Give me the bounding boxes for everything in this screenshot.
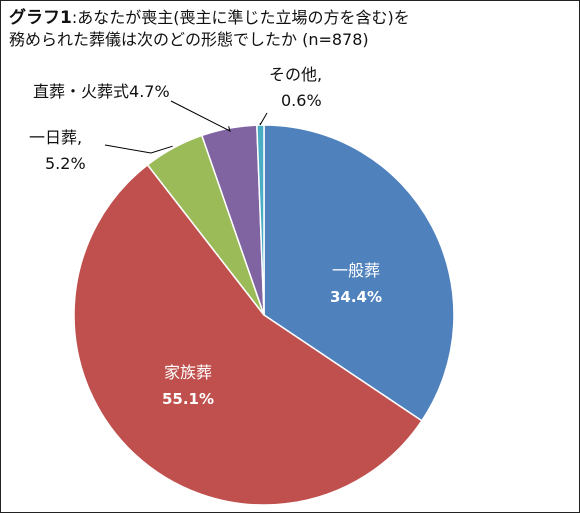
leader-line-3 — [170, 100, 231, 132]
leader-line-2 — [104, 144, 173, 154]
pie-slices — [73, 124, 455, 506]
chart-title-line2: 務められた葬儀は次のどの形態でしたか (n=878) — [9, 30, 369, 49]
slice-label-sonota: その他, — [269, 65, 322, 84]
chart-title: グラフ1:あなたが喪主(喪主に準じた立場の方を含む)を 務められた葬儀は次のどの… — [9, 7, 569, 51]
slice-value-ippanso: 34.4% — [330, 288, 382, 306]
slice-label-ichinichiso: 一日葬, — [29, 128, 82, 147]
slice-label-kazokuso: 家族葬 — [164, 363, 212, 382]
pie-slice-1 — [73, 163, 423, 506]
slice-label-chokuso: 直葬・火葬式4.7% — [33, 82, 170, 101]
leader-line-4 — [259, 112, 268, 126]
pie-slice-0 — [263, 124, 455, 422]
slice-value-chokuso: 4.7% — [129, 82, 170, 101]
slice-value-sonota: 0.6% — [281, 91, 322, 110]
slice-label-chokuso-name: 直葬・火葬式 — [33, 82, 129, 101]
slice-labels: 一般葬 34.4% 家族葬 55.1% 一日葬, 5.2% 直葬・火葬式4.7%… — [29, 65, 382, 408]
slice-value-kazokuso: 55.1% — [162, 390, 214, 408]
slice-value-ichinichiso: 5.2% — [45, 154, 86, 173]
leader-lines — [104, 100, 268, 154]
chart-title-lead: グラフ1 — [9, 8, 72, 28]
slice-label-ippanso: 一般葬 — [332, 261, 380, 280]
chart-title-line1: :あなたが喪主(喪主に準じた立場の方を含む)を — [71, 8, 410, 27]
